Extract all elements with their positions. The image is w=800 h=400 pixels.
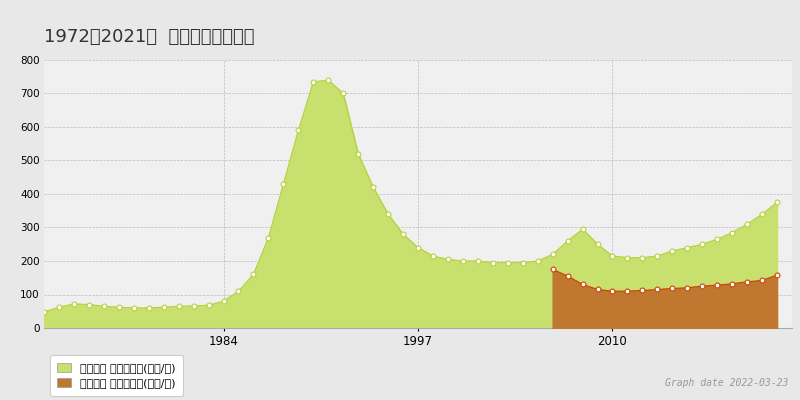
Legend: 地価公示 平均坪単価(万円/坪), 取引価格 平均坪単価(万円/坪): 地価公示 平均坪単価(万円/坪), 取引価格 平均坪単価(万円/坪) (50, 355, 183, 396)
Text: Graph date 2022-03-23: Graph date 2022-03-23 (665, 378, 788, 388)
Text: 1972～2021年  東京都の地価推移: 1972～2021年 東京都の地価推移 (44, 28, 254, 46)
